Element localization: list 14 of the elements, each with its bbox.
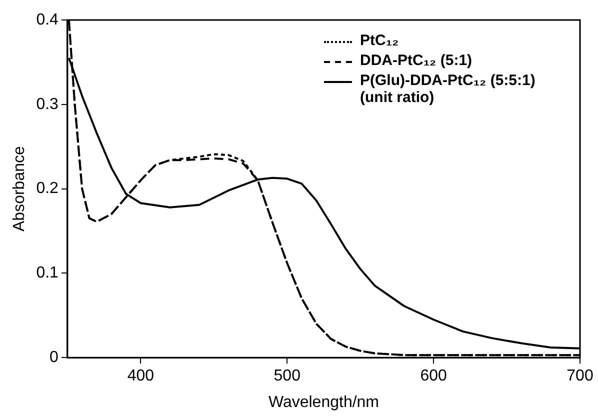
- y-axis-title: Absorbance: [11, 146, 28, 232]
- y-tick-label: 0.1: [36, 264, 59, 282]
- y-tick-label: 0.3: [36, 96, 59, 113]
- legend-label: P(Glu)-DDA-PtC₁₂ (5:5:1) (unit ratio): [360, 72, 536, 106]
- legend-label: PtC₁₂: [360, 32, 399, 49]
- legend-label: DDA-PtC₁₂ (5:1): [360, 52, 472, 69]
- y-tick-label: 0.2: [36, 180, 59, 198]
- x-tick-label: 400: [127, 368, 154, 385]
- x-tick-label: 700: [566, 368, 594, 385]
- x-axis-title: Wavelength/nm: [268, 394, 380, 411]
- y-tick-label: 0.4: [36, 11, 59, 28]
- x-tick-label: 600: [420, 368, 447, 385]
- x-tick-label: 500: [274, 368, 301, 385]
- y-tick-label: 0: [50, 349, 59, 366]
